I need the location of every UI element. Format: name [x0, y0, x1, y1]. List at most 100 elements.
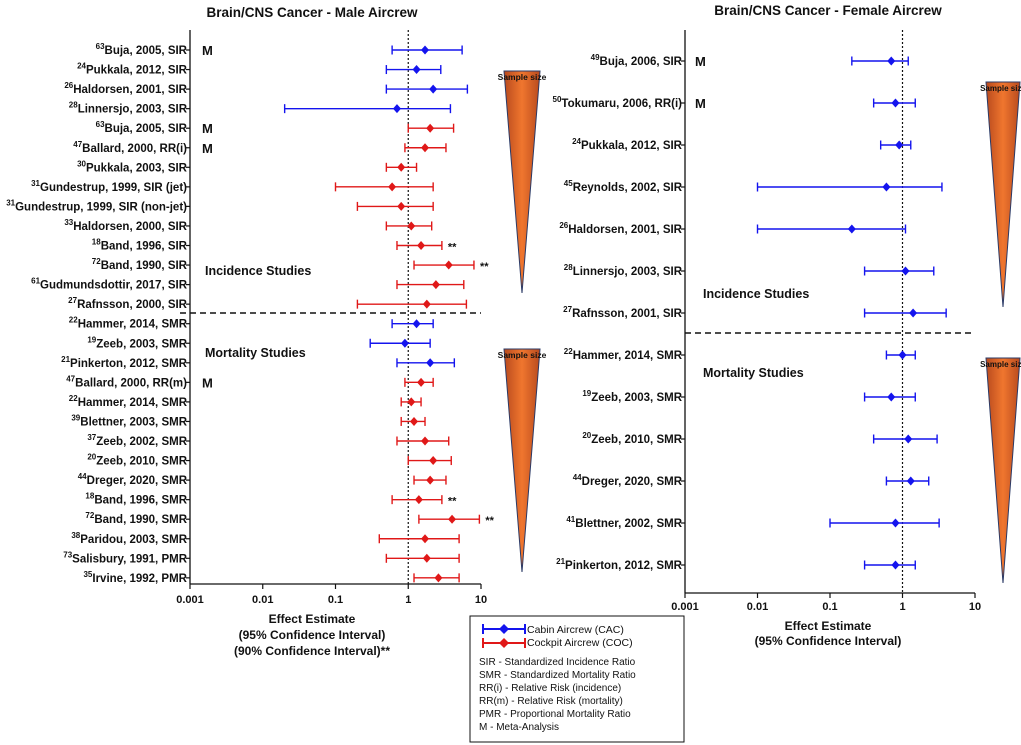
- study-name: Pukkala, 2012, SIR: [86, 65, 188, 77]
- male-xlabel-line2: (95% Confidence Interval): [239, 628, 386, 642]
- study-name: Hammer, 2014, SMR: [573, 350, 683, 362]
- study-reference-number: 22: [564, 347, 573, 356]
- male-point-estimate: [421, 143, 430, 153]
- female-study-label: 22Hammer, 2014, SMR: [564, 347, 683, 362]
- study-name: Rafnsson, 2001, SIR: [572, 308, 683, 320]
- diamond-icon: [499, 624, 509, 634]
- male-point-estimate: [426, 475, 435, 485]
- female-x-tick-label: 0.001: [671, 601, 699, 613]
- male-panel-title: Brain/CNS Cancer - Male Aircrew: [206, 5, 418, 20]
- study-reference-number: 18: [92, 238, 101, 247]
- study-reference-number: 18: [85, 492, 94, 501]
- study-name: Tokumaru, 2006, RR(i): [561, 98, 682, 110]
- male-study-label: 27Rafnsson, 2000, SIR: [68, 296, 188, 311]
- study-name: Irvine, 1992, PMR: [92, 573, 187, 585]
- male-study-label: 63Buja, 2005, SIR: [96, 42, 188, 57]
- study-reference-number: 33: [64, 218, 73, 227]
- legend-abbrev-rri: RR(i) - Relative Risk (incidence): [479, 683, 621, 694]
- study-reference-number: 30: [77, 159, 86, 168]
- study-name: Hammer, 2014, SMR: [78, 397, 188, 409]
- male-study-label: 73Salisbury, 1991, PMR: [63, 550, 187, 565]
- male-xlabel-line1: Effect Estimate: [269, 612, 356, 626]
- female-point-estimate: [891, 518, 900, 528]
- study-reference-number: 63: [96, 42, 105, 51]
- male-study-label: 26Haldorsen, 2001, SIR: [64, 81, 187, 96]
- study-name: Pinkerton, 2012, SMR: [70, 358, 188, 370]
- study-reference-number: 22: [69, 316, 78, 325]
- male-x-tick-label: 0.1: [328, 594, 343, 606]
- sample-size-triangle-icon: Sample size: [498, 348, 547, 573]
- study-name: Ballard, 2000, RR(m): [75, 377, 187, 389]
- study-name: Buja, 2006, SIR: [600, 56, 683, 68]
- study-reference-number: 31: [31, 179, 40, 188]
- study-name: Hammer, 2014, SMR: [78, 319, 188, 331]
- female-study-label: 44Dreger, 2020, SMR: [573, 473, 683, 488]
- male-study-label: 31Gundestrup, 1999, SIR (non-jet): [6, 198, 187, 213]
- study-reference-number: 50: [553, 95, 562, 104]
- study-name: Paridou, 2003, SMR: [80, 534, 187, 546]
- study-name: Band, 1996, SMR: [94, 495, 187, 507]
- study-reference-number: 44: [78, 472, 87, 481]
- female-x-tick-label: 0.1: [822, 601, 837, 613]
- male-study-label: 28Linnersjo, 2003, SIR: [69, 101, 188, 116]
- female-meta-analysis-marker: M: [695, 96, 706, 111]
- female-point-estimate: [904, 434, 913, 444]
- male-point-estimate: [388, 182, 397, 192]
- male-point-estimate: [429, 456, 438, 466]
- study-reference-number: 27: [68, 296, 77, 305]
- study-reference-number: 44: [573, 473, 582, 482]
- study-name: Zeeb, 2010, SMR: [96, 456, 187, 468]
- study-reference-number: 28: [564, 263, 573, 272]
- male-point-estimate: [421, 534, 430, 544]
- male-point-estimate: [422, 553, 431, 563]
- female-point-estimate: [891, 98, 900, 108]
- study-reference-number: 21: [61, 355, 70, 364]
- male-study-label: 38Paridou, 2003, SMR: [71, 531, 187, 546]
- male-ci90-note: **: [448, 242, 457, 254]
- female-xlabel-line1: Effect Estimate: [785, 619, 872, 633]
- male-point-estimate: [414, 495, 423, 505]
- study-reference-number: 35: [83, 570, 92, 579]
- male-point-estimate: [429, 84, 438, 94]
- female-study-label: 50Tokumaru, 2006, RR(i): [553, 95, 683, 110]
- female-study-label: 20Zeeb, 2010, SMR: [582, 431, 682, 446]
- study-reference-number: 39: [71, 413, 80, 422]
- female-study-label: 45Reynolds, 2002, SIR: [564, 179, 683, 194]
- male-point-estimate: [421, 436, 430, 446]
- male-point-estimate: [448, 514, 457, 524]
- male-study-label: 37Zeeb, 2002, SMR: [87, 433, 187, 448]
- study-reference-number: 37: [87, 433, 96, 442]
- male-point-estimate: [421, 45, 430, 55]
- female-xlabel-line2: (95% Confidence Interval): [755, 634, 902, 648]
- study-reference-number: 27: [563, 305, 572, 314]
- male-point-estimate: [426, 358, 435, 368]
- sample-size-label: Sample size: [980, 84, 1021, 93]
- male-meta-analysis-marker: M: [202, 375, 213, 390]
- male-xlabel-line3: (90% Confidence Interval)**: [234, 644, 390, 658]
- male-study-label: 18Band, 1996, SIR: [92, 238, 188, 253]
- female-point-estimate: [887, 392, 896, 402]
- legend-abbrev-pmr: PMR - Proportional Mortality Ratio: [479, 709, 631, 720]
- male-ci90-note: **: [448, 496, 457, 508]
- male-point-estimate: [410, 416, 419, 426]
- male-study-label: 63Buja, 2005, SIR: [96, 120, 188, 135]
- study-name: Buja, 2005, SIR: [105, 123, 188, 135]
- male-study-label: 18Band, 1996, SMR: [85, 492, 187, 507]
- female-x-tick-label: 1: [899, 601, 905, 613]
- male-meta-analysis-marker: M: [202, 141, 213, 156]
- study-name: Buja, 2005, SIR: [105, 45, 188, 57]
- sample-size-label: Sample size: [980, 360, 1021, 369]
- study-reference-number: 45: [564, 179, 573, 188]
- study-reference-number: 47: [73, 140, 82, 149]
- study-name: Linnersjo, 2003, SIR: [573, 266, 683, 278]
- male-study-label: 72Band, 1990, SIR: [92, 257, 188, 272]
- male-study-label: 47Ballard, 2000, RR(i): [73, 140, 187, 155]
- study-reference-number: 38: [71, 531, 80, 540]
- male-point-estimate: [397, 162, 406, 172]
- male-point-estimate: [400, 338, 409, 348]
- female-x-tick-label: 0.01: [747, 601, 768, 613]
- male-point-estimate: [417, 377, 426, 387]
- female-study-label: 41Blettner, 2002, SMR: [566, 515, 682, 530]
- study-reference-number: 41: [566, 515, 575, 524]
